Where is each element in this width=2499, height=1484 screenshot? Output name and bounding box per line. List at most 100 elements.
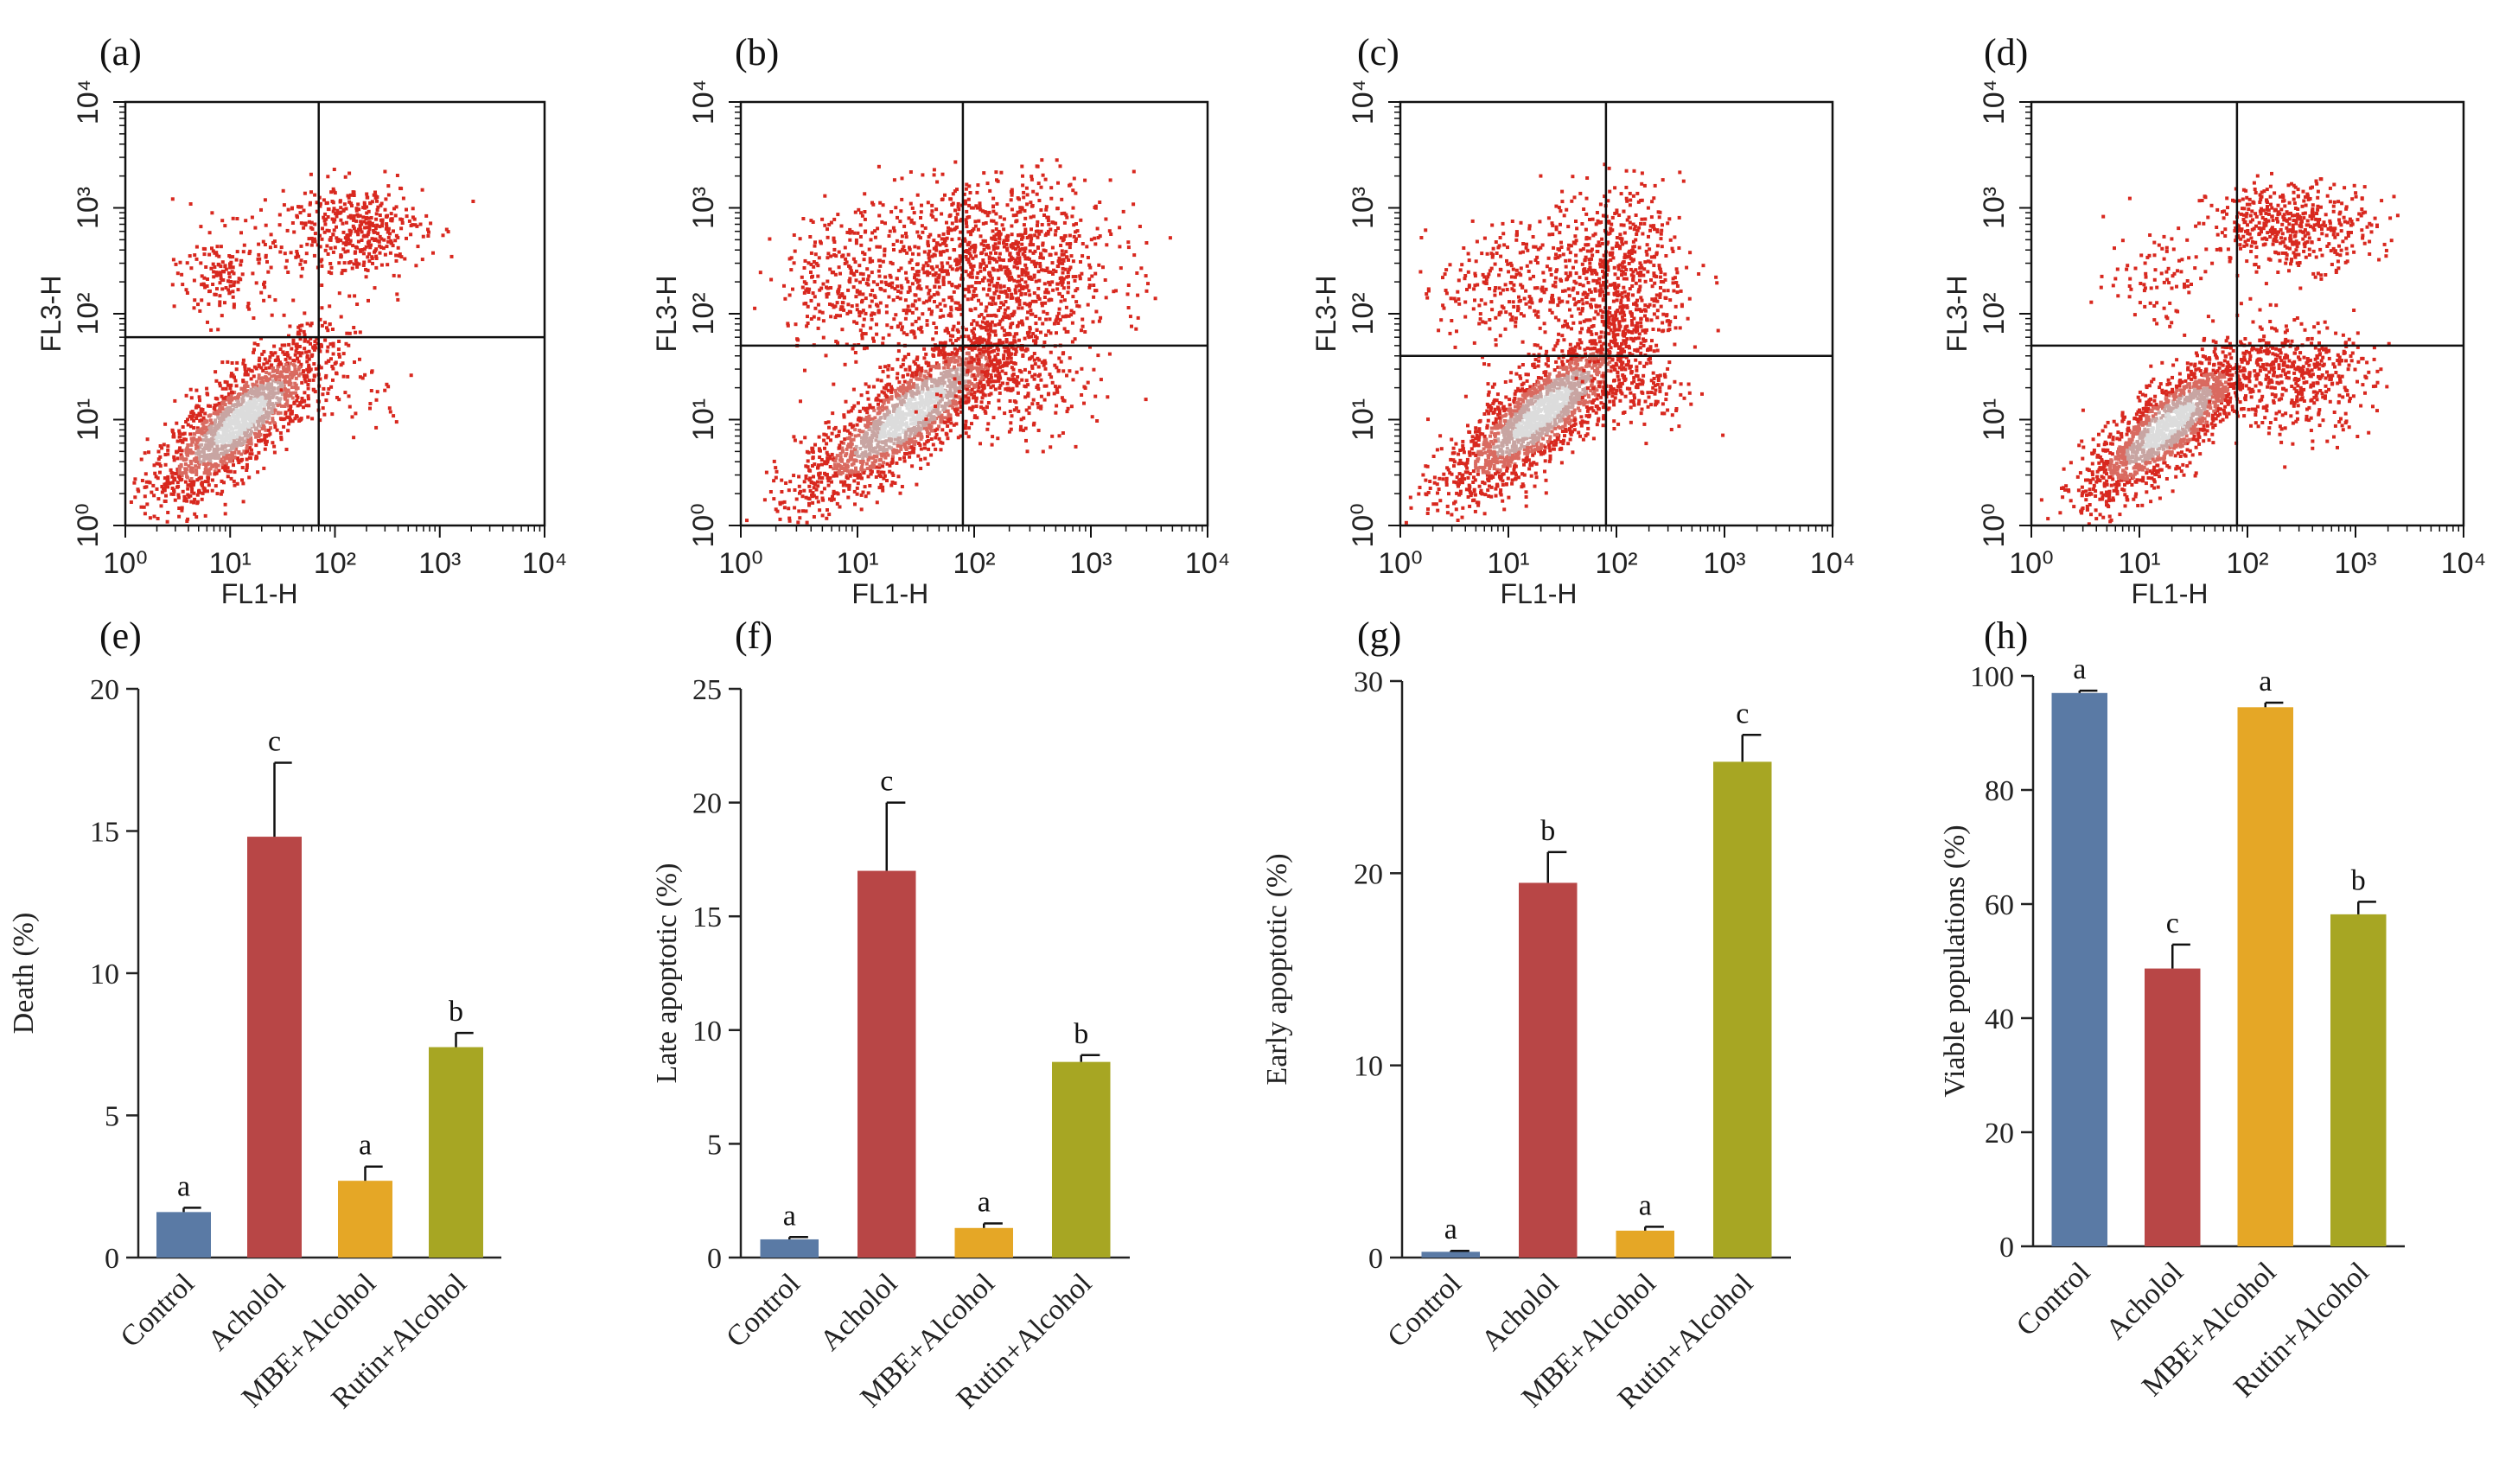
scatter-point bbox=[1044, 333, 1048, 337]
scatter-point bbox=[877, 486, 882, 490]
scatter-point bbox=[1030, 277, 1034, 281]
scatter-point bbox=[923, 446, 927, 450]
scatter-point bbox=[1088, 345, 1092, 349]
scatter-point bbox=[1093, 242, 1098, 246]
scatter-point bbox=[258, 385, 263, 390]
scatter-point bbox=[965, 357, 968, 361]
scatter-point bbox=[949, 421, 953, 425]
scatter-point bbox=[879, 447, 883, 451]
scatter-point bbox=[828, 465, 832, 468]
scatter-point bbox=[1056, 181, 1060, 185]
scatter-point bbox=[938, 315, 942, 319]
scatter-point bbox=[324, 360, 328, 365]
scatter-point bbox=[226, 466, 230, 470]
scatter-point bbox=[807, 484, 812, 488]
scatter-point bbox=[832, 457, 836, 462]
scatter-point bbox=[978, 201, 982, 206]
scatter-point bbox=[998, 359, 1002, 363]
scatter-point bbox=[287, 334, 290, 338]
scatter-point bbox=[924, 352, 928, 356]
scatter-point bbox=[1034, 322, 1038, 326]
scatter-point bbox=[311, 378, 316, 382]
scatter-point bbox=[921, 398, 925, 402]
scatter-point bbox=[245, 457, 249, 462]
scatter-point bbox=[1049, 227, 1053, 232]
scatter-point bbox=[320, 306, 324, 310]
scatter-point bbox=[940, 353, 945, 357]
scatter-point bbox=[362, 203, 367, 207]
scatter-point bbox=[823, 471, 826, 475]
scatter-point bbox=[224, 386, 228, 391]
scatter-point bbox=[286, 271, 290, 274]
scatter-point bbox=[177, 514, 182, 519]
scatter-point bbox=[203, 468, 207, 471]
scatter-point bbox=[1040, 223, 1044, 226]
scatter-point bbox=[846, 495, 851, 500]
scatter-point bbox=[940, 385, 944, 389]
scatter-point bbox=[895, 434, 899, 437]
scatter-point bbox=[838, 505, 842, 509]
scatter-point bbox=[300, 351, 304, 355]
scatter-point bbox=[239, 429, 244, 433]
scatter-point bbox=[243, 367, 247, 371]
scatter-point bbox=[139, 505, 143, 509]
scatter-point bbox=[803, 436, 807, 440]
scatter-point bbox=[985, 379, 990, 384]
scatter-point bbox=[221, 455, 226, 459]
scatter-point bbox=[367, 259, 372, 264]
scatter-point bbox=[969, 339, 973, 343]
scatter-point bbox=[1087, 277, 1092, 282]
scatter-point bbox=[244, 219, 248, 223]
scatter-point bbox=[1028, 304, 1032, 309]
scatter-point bbox=[877, 410, 882, 414]
scatter-point bbox=[235, 360, 239, 365]
scatter-point bbox=[174, 472, 178, 475]
scatter-point bbox=[952, 392, 956, 397]
scatter-point bbox=[241, 250, 245, 254]
scatter-point bbox=[979, 400, 984, 404]
scatter-point bbox=[1028, 302, 1032, 306]
scatter-point bbox=[349, 229, 354, 233]
scatter-point bbox=[369, 389, 373, 392]
scatter-point bbox=[882, 476, 886, 481]
scatter-point bbox=[245, 422, 249, 426]
scatter-point bbox=[812, 515, 816, 519]
scatter-point bbox=[367, 240, 371, 245]
scatter-point bbox=[235, 217, 239, 220]
scatter-point bbox=[213, 292, 217, 296]
scatter-point bbox=[172, 455, 176, 459]
scatter-point bbox=[930, 347, 934, 351]
scatter-point bbox=[231, 255, 235, 259]
scatter-point bbox=[930, 309, 934, 314]
scatter-point bbox=[878, 428, 883, 432]
scatter-point bbox=[213, 463, 217, 468]
scatter-point bbox=[997, 277, 1001, 281]
scatter-point bbox=[175, 449, 178, 454]
scatter-point bbox=[265, 385, 270, 389]
scatter-point bbox=[295, 372, 299, 376]
scatter-point bbox=[203, 480, 207, 484]
scatter-point bbox=[206, 320, 209, 324]
scatter-point bbox=[213, 426, 217, 430]
scatter-point bbox=[904, 393, 908, 398]
scatter-point bbox=[214, 484, 218, 488]
scatter-point bbox=[257, 398, 261, 402]
scatter-point bbox=[335, 396, 339, 399]
scatter-point bbox=[1077, 304, 1081, 309]
scatter-point bbox=[959, 375, 963, 379]
scatter-point bbox=[841, 449, 845, 453]
scatter-point bbox=[1025, 331, 1030, 335]
scatter-point bbox=[884, 443, 888, 447]
scatter-point bbox=[840, 471, 845, 474]
scatter-point bbox=[312, 374, 316, 379]
scatter-point bbox=[1009, 360, 1013, 364]
scatter-point bbox=[248, 398, 252, 402]
scatter-point bbox=[891, 432, 896, 436]
scatter-point bbox=[907, 428, 911, 432]
scatter-point bbox=[350, 204, 354, 207]
scatter-point bbox=[843, 437, 847, 442]
scatter-point bbox=[264, 393, 268, 398]
scatter-point bbox=[956, 321, 960, 325]
scatter-point bbox=[331, 378, 335, 382]
scatter-point bbox=[305, 375, 309, 379]
